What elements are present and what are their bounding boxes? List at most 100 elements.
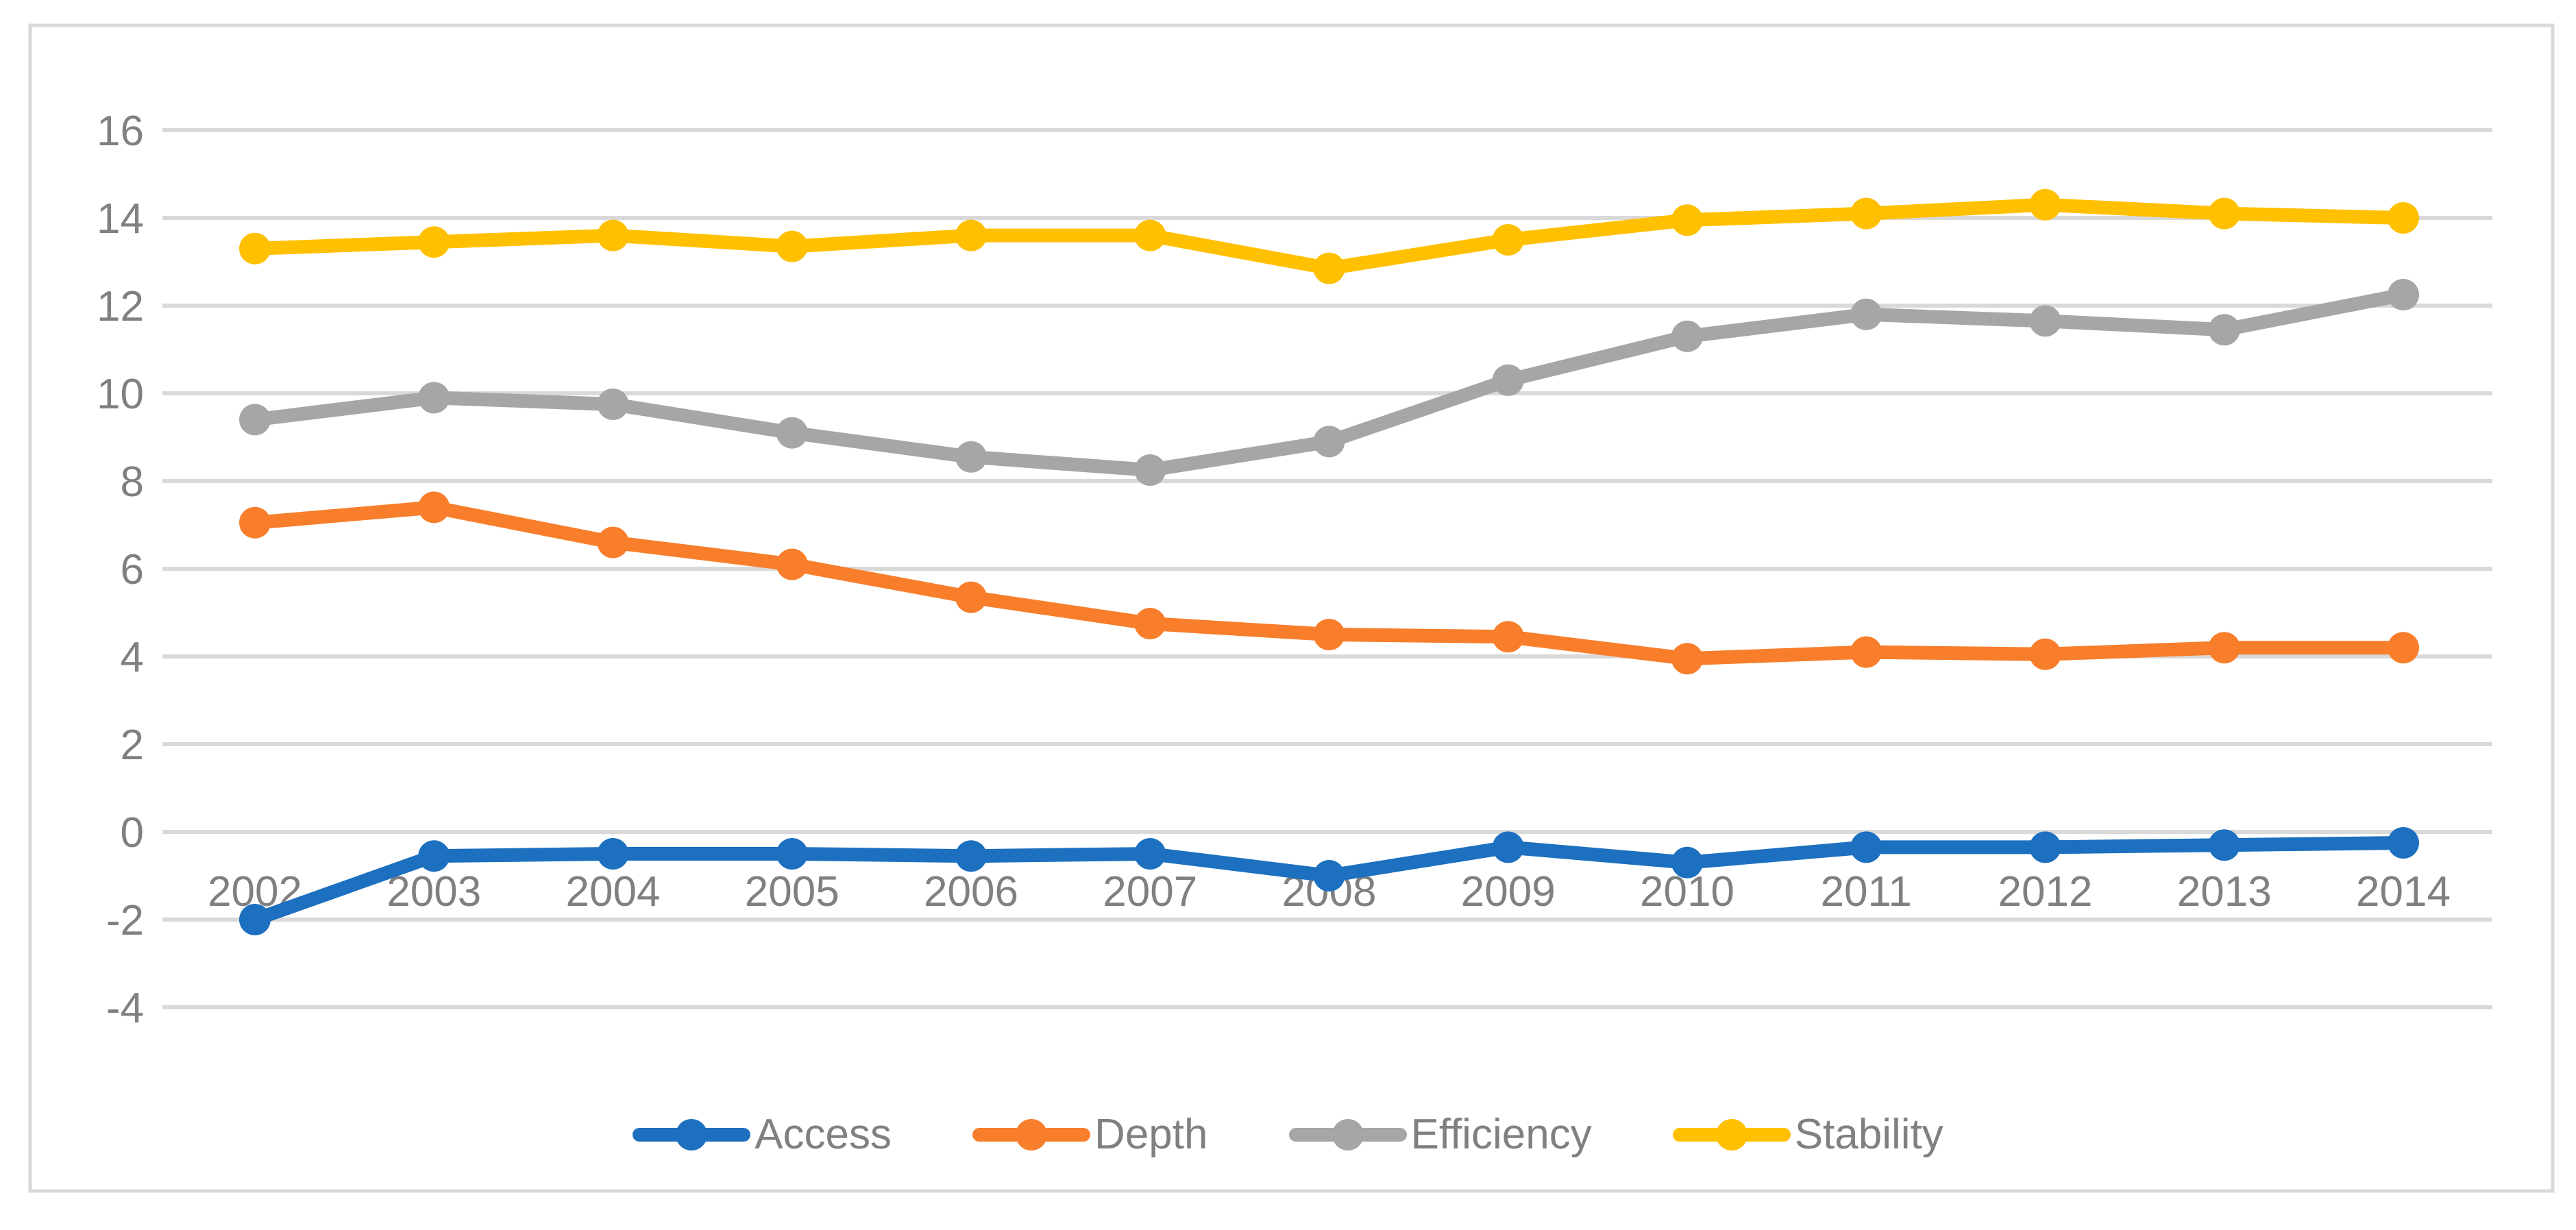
legend-dot-depth xyxy=(1016,1119,1048,1151)
series-depth-marker-2002 xyxy=(239,506,271,539)
series-stability-marker-2005 xyxy=(776,230,808,262)
legend-label-stability: Stability xyxy=(1794,1111,1943,1158)
series-efficiency-marker-2004 xyxy=(597,389,629,420)
y-tick-label: 0 xyxy=(121,809,144,857)
series-stability-marker-2008 xyxy=(1313,252,1345,284)
series-access-marker-2006 xyxy=(955,840,987,872)
series-efficiency-marker-2010 xyxy=(1671,320,1703,352)
series-efficiency-marker-2013 xyxy=(2208,314,2240,346)
series-efficiency-marker-2005 xyxy=(776,417,808,449)
series-efficiency-marker-2012 xyxy=(2029,305,2061,337)
series-stability-marker-2004 xyxy=(597,219,629,251)
gridlines xyxy=(162,128,2492,1009)
series-stability-marker-2003 xyxy=(418,226,450,258)
series-efficiency-marker-2006 xyxy=(955,441,987,473)
x-tick-label: 2011 xyxy=(1821,868,1912,915)
series-access-marker-2010 xyxy=(1671,846,1703,878)
series-efficiency-marker-2008 xyxy=(1313,426,1345,458)
x-tick-label: 2004 xyxy=(566,868,661,915)
legend-label-depth: Depth xyxy=(1094,1111,1208,1158)
x-tick-label: 2013 xyxy=(2177,868,2272,915)
chart-frame xyxy=(28,23,2555,1193)
series-access xyxy=(239,827,2419,935)
legend-dot-access xyxy=(676,1119,708,1151)
series-stability-marker-2014 xyxy=(2388,202,2419,234)
series-efficiency xyxy=(239,279,2419,486)
legend-label-access: Access xyxy=(755,1111,892,1158)
series-depth-marker-2009 xyxy=(1492,621,1524,653)
series-depth-marker-2014 xyxy=(2388,632,2419,664)
series-stability-marker-2006 xyxy=(955,219,987,251)
data-series xyxy=(239,188,2419,935)
x-tick-label: 2012 xyxy=(1998,868,2093,915)
chart-border xyxy=(28,23,2555,1193)
legend-marker-stability-icon xyxy=(1672,1118,1791,1151)
y-tick-label: 6 xyxy=(121,546,144,593)
series-depth-marker-2008 xyxy=(1313,619,1345,650)
y-tick-label: 10 xyxy=(97,371,144,418)
series-efficiency-marker-2009 xyxy=(1492,364,1524,396)
series-stability-marker-2012 xyxy=(2029,188,2061,221)
x-tick-label: 2009 xyxy=(1461,868,1556,915)
series-stability-marker-2013 xyxy=(2208,197,2240,230)
series-access-marker-2004 xyxy=(597,838,629,870)
series-depth-marker-2007 xyxy=(1134,608,1166,639)
legend-dot-stability xyxy=(1715,1119,1747,1151)
x-tick-label: 2003 xyxy=(387,868,481,915)
series-access-marker-2002 xyxy=(239,904,271,935)
series-access-marker-2008 xyxy=(1313,860,1345,891)
y-tick-label: 14 xyxy=(97,195,144,243)
series-access-marker-2013 xyxy=(2208,829,2240,861)
x-tick-label: 2006 xyxy=(924,868,1018,915)
series-access-marker-2007 xyxy=(1134,838,1166,870)
series-efficiency-marker-2007 xyxy=(1134,454,1166,486)
series-access-marker-2014 xyxy=(2388,827,2419,859)
series-stability-marker-2002 xyxy=(239,232,271,265)
series-depth-marker-2013 xyxy=(2208,632,2240,664)
y-tick-label: -4 xyxy=(106,985,144,1032)
legend-item-efficiency: Efficiency xyxy=(1288,1111,1592,1158)
y-tick-label: 4 xyxy=(121,634,144,681)
series-access-marker-2009 xyxy=(1492,831,1524,863)
series-stability xyxy=(239,188,2419,284)
y-axis-labels: 16 14 12 10 8 6 4 2 0 -2 -4 xyxy=(97,108,144,1032)
series-depth-marker-2005 xyxy=(776,548,808,580)
y-tick-label: 12 xyxy=(97,283,144,330)
series-access-marker-2011 xyxy=(1850,831,1882,863)
series-depth-marker-2011 xyxy=(1850,636,1882,668)
y-tick-label: 16 xyxy=(97,108,144,155)
series-depth-marker-2010 xyxy=(1671,643,1703,675)
x-tick-label: 2005 xyxy=(745,868,839,915)
legend-label-efficiency: Efficiency xyxy=(1410,1111,1592,1158)
series-efficiency-marker-2011 xyxy=(1850,298,1882,330)
series-access-marker-2012 xyxy=(2029,831,2061,863)
series-efficiency-marker-2002 xyxy=(239,404,271,436)
legend-marker-depth-icon xyxy=(972,1118,1091,1151)
series-depth-marker-2006 xyxy=(955,581,987,613)
legend-item-depth: Depth xyxy=(972,1111,1208,1158)
x-tick-label: 2014 xyxy=(2356,868,2451,915)
series-efficiency-marker-2003 xyxy=(418,382,450,414)
legend-marker-access-icon xyxy=(633,1118,751,1151)
series-depth-marker-2012 xyxy=(2029,638,2061,670)
x-tick-label: 2007 xyxy=(1103,868,1197,915)
series-stability-marker-2007 xyxy=(1134,219,1166,251)
series-access-marker-2005 xyxy=(776,838,808,870)
legend-dot-efficiency xyxy=(1332,1119,1364,1151)
series-stability-marker-2011 xyxy=(1850,197,1882,230)
series-access-marker-2003 xyxy=(418,840,450,872)
y-tick-label: -2 xyxy=(106,897,144,944)
legend-item-access: Access xyxy=(633,1114,892,1156)
series-efficiency-marker-2014 xyxy=(2388,279,2419,310)
y-tick-label: 8 xyxy=(121,458,144,506)
series-depth-marker-2004 xyxy=(597,526,629,558)
series-stability-marker-2010 xyxy=(1671,204,1703,236)
series-depth xyxy=(239,491,2419,675)
series-stability-marker-2009 xyxy=(1492,224,1524,256)
legend-item-stability: Stability xyxy=(1672,1111,1943,1158)
series-depth-marker-2003 xyxy=(418,491,450,524)
y-tick-label: 2 xyxy=(121,722,144,769)
chart-legend: Access Depth Efficiency Stability xyxy=(0,1094,2576,1176)
